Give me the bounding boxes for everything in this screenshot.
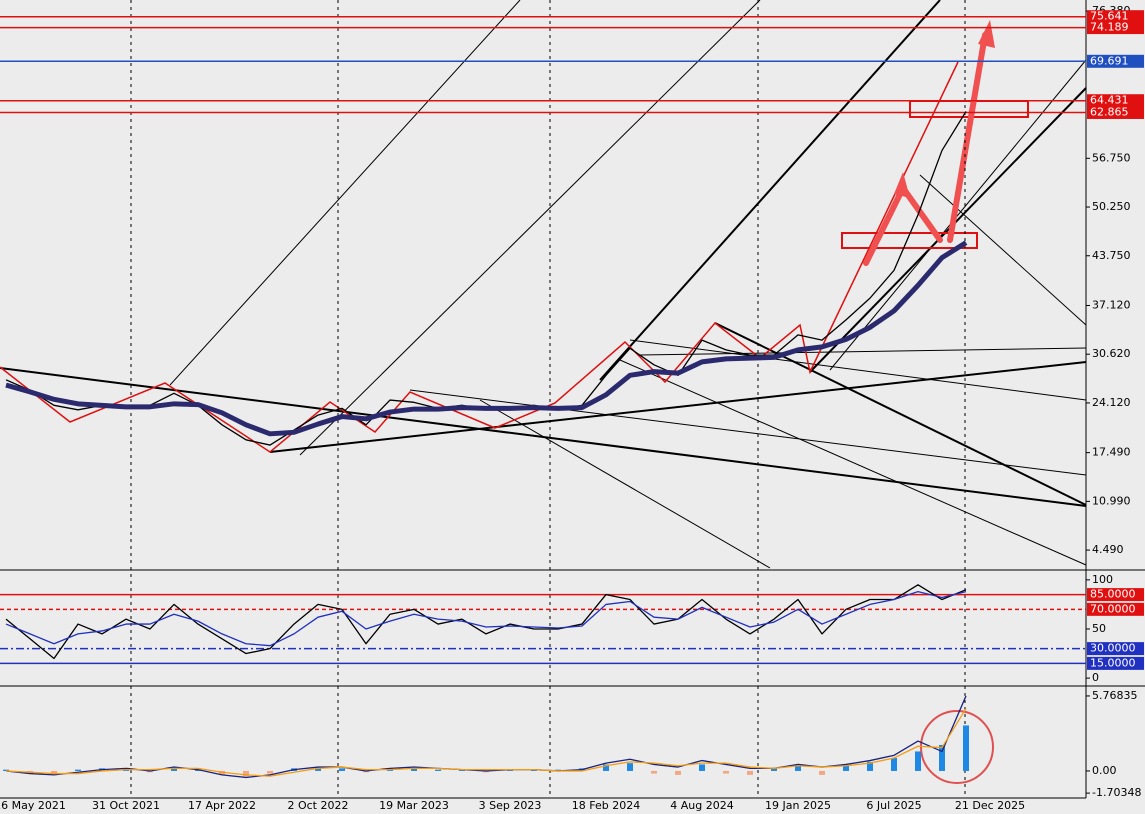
x-tick-label: 16 May 2021 <box>0 799 66 812</box>
y-tick-label: 43.750 <box>1092 249 1131 262</box>
y-tick-label: 37.120 <box>1092 298 1131 311</box>
histogram-bar <box>747 770 753 775</box>
level-label: 15.0000 <box>1090 656 1136 669</box>
level-label: 75.641 <box>1090 10 1129 23</box>
y-tick-label: 17.490 <box>1092 446 1131 459</box>
trend-lines <box>0 0 1087 569</box>
histogram-bar <box>483 770 489 773</box>
y-tick-label: 50.250 <box>1092 200 1131 213</box>
histogram-bar <box>651 770 657 774</box>
histogram-bar <box>819 770 825 775</box>
histogram-bar <box>771 768 777 771</box>
level-label: 64.431 <box>1090 94 1129 107</box>
series-line <box>5 590 967 647</box>
histogram-bar <box>411 768 417 771</box>
y-tick-label: 0 <box>1092 671 1099 684</box>
level-label-box <box>1087 10 1144 24</box>
histogram-bar <box>699 764 705 771</box>
histogram-bar <box>843 765 849 771</box>
y-tick-label: 24.120 <box>1092 396 1131 409</box>
level-label: 69.691 <box>1090 54 1129 67</box>
histogram-bar <box>939 744 945 771</box>
level-label-box <box>1087 54 1144 68</box>
histogram-bar <box>3 769 9 771</box>
period-separators <box>130 0 966 798</box>
level-label-box <box>1087 656 1144 670</box>
histogram-bar <box>435 769 441 771</box>
histogram-bar <box>75 769 81 771</box>
histogram-bar <box>603 764 609 771</box>
x-tick-label: 17 Apr 2022 <box>188 799 256 812</box>
level-label: 74.189 <box>1090 21 1129 34</box>
series-line <box>5 240 968 437</box>
level-label: 70.0000 <box>1090 602 1136 615</box>
x-tick-label: 19 Mar 2023 <box>379 799 449 812</box>
level-label-box <box>1087 94 1144 108</box>
x-tick-label: 19 Jan 2025 <box>765 799 831 812</box>
level-label: 30.0000 <box>1090 642 1136 655</box>
histogram-bar <box>723 770 729 774</box>
histogram-bar <box>267 770 273 774</box>
x-tick-label: 6 Jul 2025 <box>866 799 921 812</box>
y-tick-label: 5.76835 <box>1092 689 1138 702</box>
y-tick-label: 30.620 <box>1092 347 1131 360</box>
histogram-bar <box>963 725 969 771</box>
histogram-bar <box>627 763 633 771</box>
series-line <box>5 708 967 777</box>
level-label: 85.0000 <box>1090 588 1136 601</box>
level-label: 62.865 <box>1090 105 1129 118</box>
x-tick-label: 18 Feb 2024 <box>572 799 640 812</box>
x-tick-label: 21 Dec 2025 <box>955 799 1025 812</box>
x-tick-label: 4 Aug 2024 <box>670 799 733 812</box>
histogram-bar <box>363 770 369 773</box>
histogram-bar <box>891 757 897 771</box>
level-label-box <box>1087 105 1144 119</box>
x-tick-label: 31 Oct 2021 <box>92 799 160 812</box>
x-tick-label: 2 Oct 2022 <box>287 799 348 812</box>
level-label-box <box>1087 602 1144 616</box>
y-tick-label: 50 <box>1092 622 1106 635</box>
level-label-box <box>1087 21 1144 35</box>
histogram-bar <box>795 765 801 771</box>
y-tick-label: -1.70348 <box>1092 786 1141 799</box>
y-tick-label: 100 <box>1092 573 1113 586</box>
level-label-box <box>1087 588 1144 602</box>
histogram-bar <box>243 770 249 777</box>
series-line <box>5 584 967 660</box>
histogram-bar <box>147 770 153 773</box>
y-tick-label: 10.990 <box>1092 494 1131 507</box>
x-tick-label: 3 Sep 2023 <box>479 799 542 812</box>
histogram-bar <box>867 761 873 771</box>
drawings <box>0 0 1087 784</box>
y-tick-label: 0.00 <box>1092 764 1117 777</box>
level-label-box <box>1087 642 1144 656</box>
histogram-bar <box>915 751 921 771</box>
histogram-bar <box>675 770 681 775</box>
y-tick-label: 4.490 <box>1092 543 1124 556</box>
y-tick-label: 56.750 <box>1092 151 1131 164</box>
histogram-bar <box>339 768 345 771</box>
